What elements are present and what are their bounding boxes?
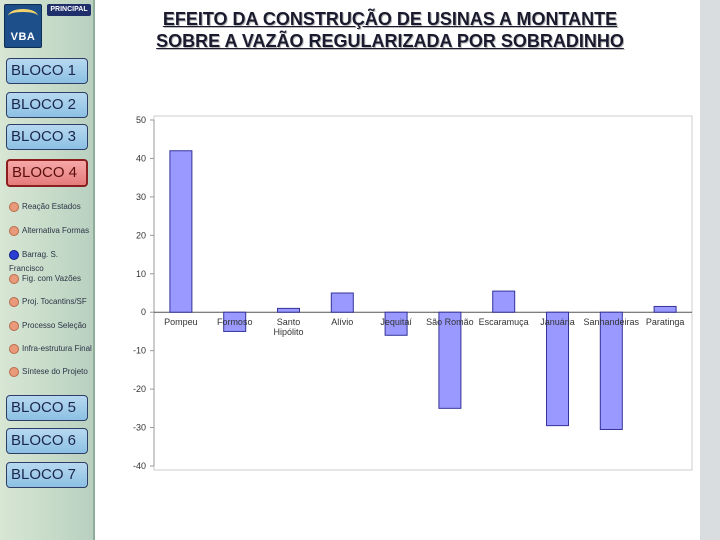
bloco-7-button[interactable]: BLOCO 7 [6,462,88,488]
y-tick-label: -10 [133,346,146,356]
bullet-icon [9,296,19,307]
subitem-infra-estrutura[interactable]: Infra-estrutura Final [9,342,92,356]
subitem-reacao-estados[interactable]: Reação Estados [9,200,81,214]
bloco-3-button[interactable]: BLOCO 3 [6,124,88,150]
bullet-icon [9,225,19,236]
bar [277,307,300,313]
y-tick-label: 10 [136,269,146,279]
bar [599,311,623,430]
bar [546,311,569,427]
vba-logo[interactable]: VBA [4,4,42,48]
logo-text: VBA [10,31,36,43]
y-tick-label: -20 [133,384,146,394]
bullet-icon [9,201,19,212]
y-tick-label: -30 [133,423,146,433]
subitem-barrag-s-francisco[interactable]: Barrag. S. Francisco [9,248,93,273]
y-tick-label: 30 [136,192,146,202]
active-bullet-icon [9,249,19,260]
sidebar: VBA PRINCIPAL BLOCO 1 BLOCO 2 BLOCO 3 BL… [0,0,95,540]
subitem-label: Síntese do Projeto [22,367,88,376]
bullet-icon [9,343,19,354]
bloco-6-button[interactable]: BLOCO 6 [6,428,88,454]
x-category-label: Hipólito [273,327,303,337]
bar [653,305,677,313]
subitem-label: Reação Estados [22,202,81,211]
bar [492,290,516,313]
x-category-label: Jequitaí [380,317,412,327]
x-category-label: Pompeu [164,317,198,327]
subitem-label: Infra-estrutura Final [22,344,92,353]
logo-wave-icon [8,9,38,23]
x-category-label: São Romão [426,317,474,327]
bar [223,311,247,332]
x-category-label: Sanhandeiras [584,317,640,327]
subitem-label: Processo Seleção [22,321,87,330]
x-category-label: Santo [277,317,301,327]
principal-button[interactable]: PRINCIPAL [47,4,91,16]
subitem-label: Alternativa Formas [22,226,90,235]
subitem-alternativa-formas[interactable]: Alternativa Formas [9,224,89,238]
bullet-icon [9,273,19,284]
bar [438,311,462,409]
page-title: EFEITO DA CONSTRUÇÃO DE USINAS A MONTANT… [156,9,624,51]
bullet-icon [9,320,19,331]
bar [169,150,193,313]
bloco-2-button[interactable]: BLOCO 2 [6,92,88,118]
y-tick-label: 20 [136,230,146,240]
subitem-fig-com-vazoes[interactable]: Fig. com Vazões [9,272,81,286]
bloco-4-button[interactable]: BLOCO 4 [6,159,88,187]
bloco-1-button[interactable]: BLOCO 1 [6,58,88,84]
bloco-5-button[interactable]: BLOCO 5 [6,395,88,421]
x-category-label: Escaramuça [479,317,529,327]
subitem-label: Barrag. S. Francisco [9,250,59,273]
subitem-processo-selecao[interactable]: Processo Seleção [9,319,86,333]
bullet-icon [9,366,19,377]
x-category-label: Formoso [217,317,253,327]
subitem-proj-tocantins[interactable]: Proj. Tocantins/SF [9,295,87,309]
y-tick-label: 40 [136,153,146,163]
bar [330,292,354,313]
subitem-label: Fig. com Vazões [22,274,81,283]
x-category-label: Alívio [331,317,353,327]
x-category-label: Paratinga [646,317,685,327]
y-tick-label: 50 [136,115,146,125]
subitem-sintese-projeto[interactable]: Síntese do Projeto [9,365,88,379]
subitem-label: Proj. Tocantins/SF [22,297,87,306]
y-tick-label: 0 [141,307,146,317]
right-border-strip [700,0,720,540]
y-tick-label: -40 [133,461,146,471]
bar [384,311,408,336]
bar-chart: 50 40 30 20 10 0 -10 -20 -30 -40 Pompeu Formoso Sant… [133,115,693,471]
x-category-label: Januária [540,317,575,327]
